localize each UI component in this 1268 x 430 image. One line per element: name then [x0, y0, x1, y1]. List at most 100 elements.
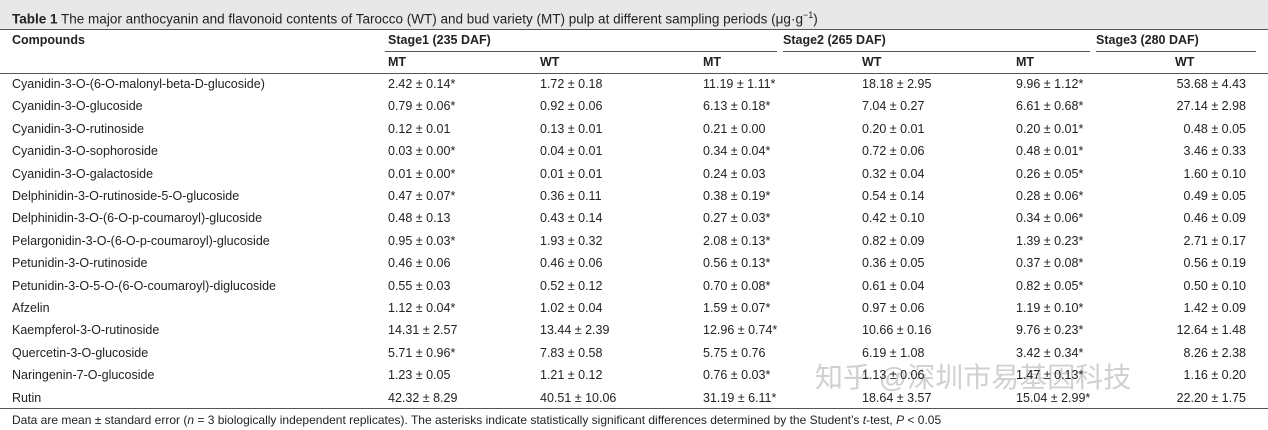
- compound-name: Cyanidin-3-O-(6-O-malonyl-beta-D-glucosi…: [12, 77, 265, 91]
- cell: 8.26 ± 2.38: [1183, 345, 1246, 360]
- cell: 1.59 ± 0.07*: [703, 301, 771, 315]
- cell: 6.13 ± 0.18*: [703, 99, 771, 114]
- cell: 0.36 ± 0.05: [862, 256, 925, 271]
- cell: 5.75 ± 0.76: [703, 345, 766, 360]
- cell: 1.13 ± 0.06: [862, 368, 925, 383]
- cell: 2.42 ± 0.14*: [388, 77, 456, 91]
- cell: 0.82 ± 0.05*: [1016, 278, 1084, 293]
- cell: 12.96 ± 0.74*: [703, 323, 778, 338]
- cell: 0.46 ± 0.06: [540, 256, 603, 271]
- cell: 0.48 ± 0.13: [388, 211, 451, 226]
- cell: 12.64 ± 1.48: [1176, 323, 1246, 338]
- cell: 6.19 ± 1.08: [862, 345, 925, 360]
- cell: 7.04 ± 0.27: [862, 99, 925, 114]
- cell: 0.46 ± 0.06: [388, 256, 451, 271]
- sub-header: MT: [703, 55, 722, 69]
- sub-header: MT: [388, 55, 407, 69]
- footnote-part: t: [862, 413, 867, 427]
- cell: 0.43 ± 0.14: [540, 211, 603, 226]
- sub-header: MT: [1016, 55, 1035, 69]
- cell: 0.42 ± 0.10: [862, 211, 925, 226]
- compound-name: Petunidin-3-O-5-O-(6-O-coumaroyl)-digluc…: [12, 278, 276, 293]
- footnote-part: = 3 biologically independent replicates)…: [194, 413, 863, 427]
- compound-name: Quercetin-3-O-glucoside: [12, 345, 149, 360]
- cell: 0.92 ± 0.06: [540, 99, 603, 114]
- cell: 0.26 ± 0.05*: [1016, 166, 1084, 181]
- table-title: Table 1 The major anthocyanin and flavon…: [12, 7, 818, 28]
- cell: 53.68 ± 4.43: [1176, 77, 1246, 91]
- cell: 1.02 ± 0.04: [540, 301, 603, 315]
- compound-name: Delphinidin-3-O-(6-O-p-coumaroyl)-glucos…: [12, 211, 263, 226]
- compound-name: Kaempferol-3-O-rutinoside: [12, 323, 160, 338]
- cell: 15.04 ± 2.99*: [1016, 390, 1091, 405]
- cell: 0.04 ± 0.01: [540, 144, 603, 159]
- rule: [783, 51, 1090, 52]
- cell: 1.47 ± 0.13*: [1016, 368, 1084, 383]
- cell: 0.01 ± 0.01: [540, 166, 603, 181]
- compound-name: Afzelin: [12, 301, 50, 315]
- compound-name: Cyanidin-3-O-galactoside: [12, 166, 154, 181]
- cell: 10.66 ± 0.16: [862, 323, 932, 338]
- cell: 2.71 ± 0.17: [1183, 233, 1246, 248]
- rule: [385, 51, 777, 52]
- cell: 3.42 ± 0.34*: [1016, 345, 1084, 360]
- cell: 1.21 ± 0.12: [540, 368, 603, 383]
- compound-name: Pelargonidin-3-O-(6-O-p-coumaroyl)-gluco…: [12, 233, 270, 248]
- cell: 0.46 ± 0.09: [1183, 211, 1246, 226]
- rule: [0, 73, 1268, 74]
- watermark: 知乎 @深圳市易基因科技: [815, 362, 1132, 393]
- cell: 42.32 ± 8.29: [388, 390, 458, 405]
- cell: 0.47 ± 0.07*: [388, 189, 456, 203]
- cell: 0.76 ± 0.03*: [703, 368, 771, 383]
- sub-header: WT: [540, 55, 560, 69]
- stage-header: Stage2 (265 DAF): [783, 33, 886, 47]
- cell: 0.38 ± 0.19*: [703, 189, 771, 203]
- cell: 0.95 ± 0.03*: [388, 233, 456, 248]
- cell: 11.19 ± 1.11*: [703, 77, 776, 91]
- cell: 3.46 ± 0.33: [1183, 144, 1246, 159]
- cell: 0.28 ± 0.06*: [1016, 189, 1084, 203]
- footnote-part: n: [187, 413, 195, 427]
- cell: 0.12 ± 0.01: [388, 121, 451, 136]
- cell: 7.83 ± 0.58: [540, 345, 603, 360]
- cell: 0.13 ± 0.01: [540, 121, 603, 136]
- cell: 2.08 ± 0.13*: [703, 233, 771, 248]
- cell: 14.31 ± 2.57: [388, 323, 458, 338]
- cell: 0.48 ± 0.05: [1183, 121, 1246, 136]
- cell: 9.96 ± 1.12*: [1016, 77, 1084, 91]
- cell: 0.97 ± 0.06: [862, 301, 925, 315]
- cell: 5.71 ± 0.96*: [388, 345, 456, 360]
- cell: 1.12 ± 0.04*: [388, 301, 456, 315]
- cell: 0.82 ± 0.09: [862, 233, 925, 248]
- table-label: Table 1: [12, 11, 58, 27]
- cell: 1.16 ± 0.20: [1183, 368, 1246, 383]
- cell: 1.23 ± 0.05: [388, 368, 451, 383]
- cell: 0.56 ± 0.19: [1183, 256, 1246, 271]
- cell: 18.18 ± 2.95: [862, 77, 932, 91]
- compound-name: Delphinidin-3-O-rutinoside-5-O-glucoside: [12, 189, 240, 203]
- sub-header: WT: [1175, 55, 1195, 69]
- cell: 0.54 ± 0.14: [862, 189, 925, 203]
- cell: 22.20 ± 1.75: [1176, 390, 1246, 405]
- title-text: The major anthocyanin and flavonoid cont…: [61, 11, 803, 27]
- cell: 0.32 ± 0.04: [862, 166, 925, 181]
- title-end: ): [813, 11, 818, 27]
- cell: 27.14 ± 2.98: [1176, 99, 1246, 114]
- cell: 13.44 ± 2.39: [540, 323, 610, 338]
- compound-name: Petunidin-3-O-rutinoside: [12, 256, 148, 271]
- cell: 0.27 ± 0.03*: [703, 211, 771, 226]
- stage-header: Stage1 (235 DAF): [388, 33, 491, 47]
- cell: 0.72 ± 0.06: [862, 144, 925, 159]
- cell: 0.21 ± 0.00: [703, 121, 766, 136]
- cell: 1.42 ± 0.09: [1183, 301, 1246, 315]
- cell: 31.19 ± 6.11*: [703, 390, 777, 405]
- cell: 18.64 ± 3.57: [862, 390, 932, 405]
- cell: 0.34 ± 0.04*: [703, 144, 771, 159]
- cell: 1.72 ± 0.18: [540, 77, 603, 91]
- compound-name: Cyanidin-3-O-glucoside: [12, 99, 143, 114]
- cell: 0.24 ± 0.03: [703, 166, 766, 181]
- cell: 0.70 ± 0.08*: [703, 278, 771, 293]
- rule: [1096, 51, 1256, 52]
- rule: [0, 29, 1268, 30]
